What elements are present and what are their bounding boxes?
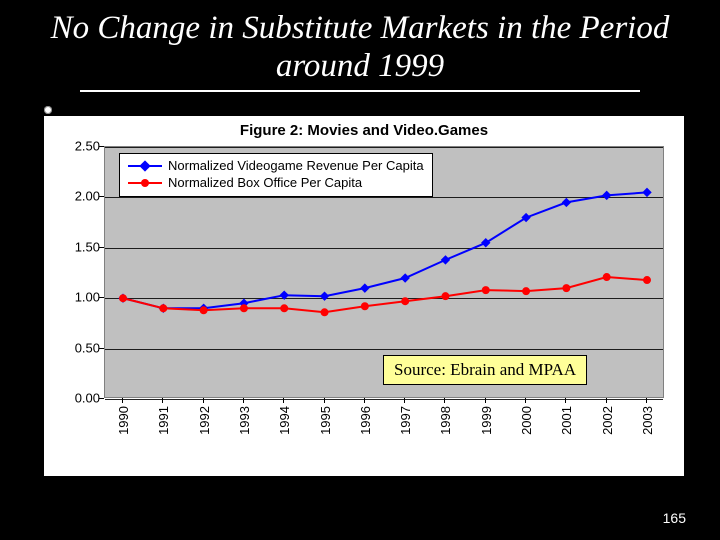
chart-title: Figure 2: Movies and Video.Games [44, 116, 684, 139]
page-number: 165 [663, 510, 686, 526]
x-tick-label: 1997 [398, 406, 413, 435]
x-tick-label: 2001 [559, 406, 574, 435]
x-tick-label: 1999 [479, 406, 494, 435]
x-tick-label: 1992 [197, 406, 212, 435]
y-tick-label: 2.50 [64, 139, 100, 154]
legend-item-videogame: Normalized Videogame Revenue Per Capita [128, 158, 424, 175]
x-tick-label: 2002 [600, 406, 615, 435]
x-tick-label: 2000 [519, 406, 534, 435]
chart-container: Figure 2: Movies and Video.Games 0.00 0.5… [44, 116, 684, 476]
slide-title: No Change in Substitute Markets in the P… [0, 2, 720, 90]
source-box: Source: Ebrain and MPAA [383, 355, 587, 385]
x-tick-label: 1990 [116, 406, 131, 435]
x-tick-label: 1996 [358, 406, 373, 435]
y-tick-label: 2.00 [64, 189, 100, 204]
title-underline [80, 90, 640, 92]
y-tick-label: 1.50 [64, 239, 100, 254]
legend-item-boxoffice: Normalized Box Office Per Capita [128, 175, 424, 192]
y-tick-label: 0.50 [64, 340, 100, 355]
plot-area: Normalized Videogame Revenue Per Capita … [104, 146, 664, 398]
y-tick-label: 0.00 [64, 391, 100, 406]
legend: Normalized Videogame Revenue Per Capita … [119, 153, 433, 197]
x-tick-label: 1994 [277, 406, 292, 435]
x-tick-label: 1993 [237, 406, 252, 435]
x-tick-label: 1995 [318, 406, 333, 435]
bullet-icon [44, 106, 52, 114]
legend-label: Normalized Videogame Revenue Per Capita [168, 158, 424, 175]
y-tick-label: 1.00 [64, 290, 100, 305]
legend-label: Normalized Box Office Per Capita [168, 175, 362, 192]
x-tick-label: 1991 [156, 406, 171, 435]
x-tick-label: 1998 [438, 406, 453, 435]
x-tick-label: 2003 [640, 406, 655, 435]
